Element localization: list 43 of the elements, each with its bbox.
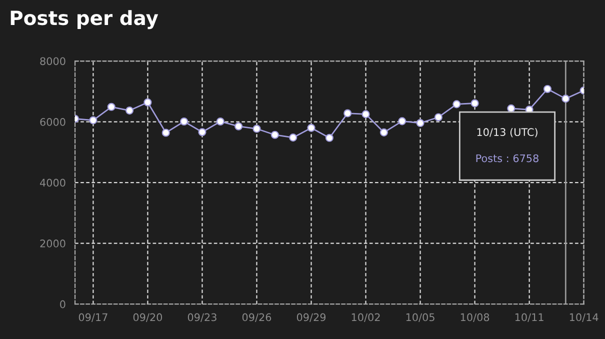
x-tick-label: 09/26 — [242, 313, 272, 322]
point — [398, 117, 406, 126]
x-tick-label: 09/17 — [78, 313, 108, 322]
point — [452, 100, 461, 108]
point — [434, 113, 442, 122]
point — [362, 110, 370, 118]
point — [198, 128, 206, 136]
point — [325, 134, 334, 142]
x-tick-label: 09/20 — [133, 313, 162, 322]
y-tick-label: 8000 — [40, 57, 66, 66]
point — [543, 84, 552, 93]
x-tick-label: 09/23 — [188, 313, 216, 322]
point — [416, 118, 424, 128]
point — [344, 109, 352, 118]
point — [162, 128, 170, 137]
point — [234, 122, 243, 130]
point — [289, 134, 298, 142]
point — [107, 102, 116, 111]
y-tick-label: 2000 — [40, 240, 66, 248]
point — [126, 106, 134, 115]
annotation: Posts : 6758 — [476, 154, 538, 162]
point — [470, 99, 479, 108]
x-tick-label: 10/14 — [570, 313, 598, 322]
x-tick-label: 10/02 — [352, 313, 380, 322]
chart-title: Posts per day — [10, 10, 158, 30]
y-tick-label: 6000 — [40, 118, 66, 126]
point — [144, 98, 152, 106]
point — [270, 130, 279, 139]
point — [562, 94, 570, 103]
point — [380, 128, 388, 136]
point — [89, 116, 98, 124]
y-tick-label: 0 — [60, 300, 66, 308]
point — [507, 104, 516, 112]
point — [180, 117, 188, 126]
point — [307, 124, 316, 132]
y-tick-label: 4000 — [40, 178, 66, 187]
x-tick-label: 09/29 — [296, 313, 326, 322]
x-tick-label: 10/08 — [460, 313, 490, 322]
point — [252, 124, 261, 133]
point — [216, 117, 224, 126]
annotation: 10/13 (UTC) — [477, 128, 538, 138]
x-tick-label: 10/05 — [406, 313, 434, 322]
x-tick-label: 10/11 — [515, 313, 544, 322]
